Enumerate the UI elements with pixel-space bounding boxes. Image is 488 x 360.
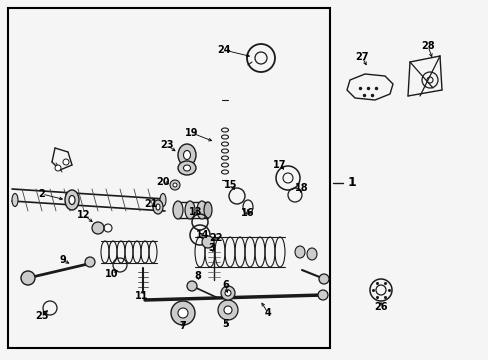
Ellipse shape	[65, 190, 79, 210]
Text: 5: 5	[222, 319, 229, 329]
Ellipse shape	[178, 144, 196, 166]
Text: 22: 22	[209, 233, 223, 243]
Text: 10: 10	[105, 269, 119, 279]
Ellipse shape	[178, 161, 196, 175]
Ellipse shape	[184, 201, 195, 219]
Ellipse shape	[173, 201, 183, 219]
Text: 9: 9	[60, 255, 66, 265]
Text: 7: 7	[179, 321, 186, 331]
Text: 20: 20	[156, 177, 169, 187]
Circle shape	[178, 308, 187, 318]
Ellipse shape	[170, 180, 180, 190]
Bar	[8, 8, 329, 348]
Text: 21: 21	[144, 199, 158, 209]
Text: 17: 17	[273, 160, 286, 170]
Text: 25: 25	[35, 311, 49, 321]
Ellipse shape	[183, 165, 190, 171]
Ellipse shape	[306, 248, 316, 260]
Circle shape	[63, 159, 69, 165]
Ellipse shape	[160, 194, 165, 207]
Ellipse shape	[12, 194, 18, 207]
Circle shape	[224, 306, 231, 314]
Text: 28: 28	[420, 41, 434, 51]
Text: 2: 2	[39, 189, 45, 199]
Circle shape	[318, 274, 328, 284]
Text: 23: 23	[160, 140, 173, 150]
Circle shape	[92, 222, 104, 234]
Text: 15: 15	[224, 180, 237, 190]
Circle shape	[21, 271, 35, 285]
Text: 12: 12	[77, 210, 91, 220]
Circle shape	[202, 236, 214, 248]
Text: 3: 3	[208, 243, 215, 253]
Text: 18: 18	[295, 183, 308, 193]
Ellipse shape	[156, 204, 160, 210]
Text: 19: 19	[185, 128, 198, 138]
Text: 26: 26	[373, 302, 387, 312]
Circle shape	[171, 301, 195, 325]
Text: 24: 24	[217, 45, 230, 55]
Circle shape	[317, 290, 327, 300]
Text: 11: 11	[135, 291, 148, 301]
Circle shape	[55, 165, 61, 171]
Text: 8: 8	[194, 271, 201, 281]
Circle shape	[218, 300, 238, 320]
Text: 27: 27	[354, 52, 368, 62]
Text: 14: 14	[196, 230, 209, 240]
Text: 1: 1	[347, 176, 356, 189]
Ellipse shape	[183, 150, 190, 159]
Text: 6: 6	[222, 280, 229, 290]
Text: 13: 13	[189, 207, 203, 217]
Ellipse shape	[221, 286, 235, 300]
Ellipse shape	[197, 201, 206, 219]
Text: 4: 4	[264, 308, 271, 318]
Ellipse shape	[69, 195, 75, 204]
Ellipse shape	[224, 290, 230, 296]
Ellipse shape	[153, 200, 163, 214]
Circle shape	[85, 257, 95, 267]
Text: 16: 16	[241, 208, 254, 218]
Ellipse shape	[203, 202, 212, 218]
Ellipse shape	[173, 183, 177, 187]
Circle shape	[186, 281, 197, 291]
Ellipse shape	[294, 246, 305, 258]
